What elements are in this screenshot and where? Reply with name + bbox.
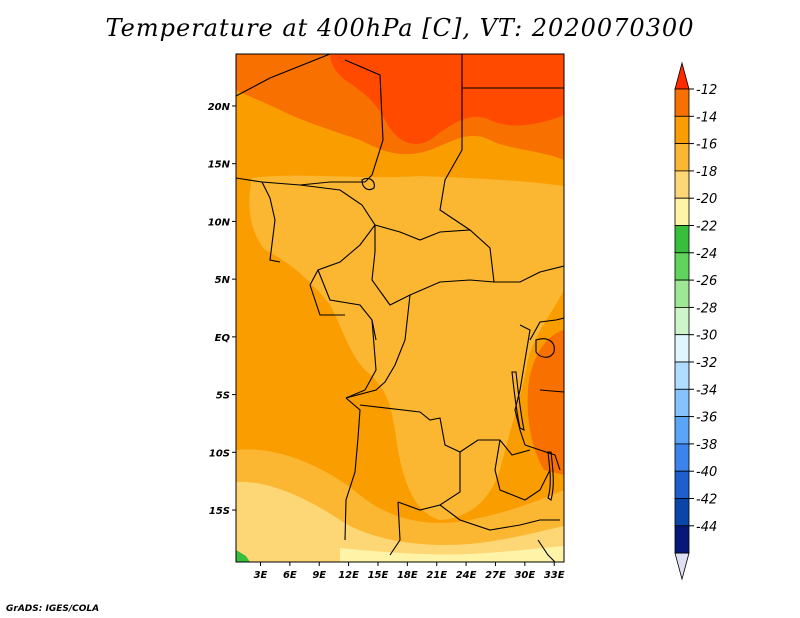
colorbar-label: -32: [696, 356, 717, 371]
colorbar-label: -22: [696, 220, 717, 235]
colorbar-segment: [674, 143, 690, 172]
lon-tick-label: 21E: [426, 570, 447, 581]
map-title: Temperature at 400hPa [C], VT: 202007030…: [105, 14, 695, 42]
lat-tick-label: 5S: [216, 391, 230, 402]
colorbar-label: -30: [696, 329, 717, 344]
colorbar-segment: [674, 170, 690, 199]
temperature-field: [236, 54, 564, 562]
colorbar-label: -20: [696, 192, 717, 207]
colorbar-label: -36: [696, 411, 717, 426]
colorbar-label: -40: [696, 465, 717, 480]
lon-tick-label: 27E: [485, 570, 506, 581]
colorbar-segment: [674, 88, 690, 117]
lon-tick-label: 15E: [368, 570, 389, 581]
band-20-22-south: [340, 546, 564, 562]
colorbar-label: -24: [696, 247, 717, 262]
lon-tick-label: 9E: [312, 570, 326, 581]
lat-tick-label: 5N: [215, 275, 231, 286]
lat-tick-label: 10S: [209, 448, 230, 459]
band-22-24-corner: [236, 550, 250, 562]
lon-tick-label: 3E: [254, 570, 268, 581]
colorbar-label: -16: [696, 138, 717, 153]
band-18-20-south: [236, 481, 564, 562]
lon-tick-label: 18E: [397, 570, 418, 581]
colorbar-segment: [674, 443, 690, 472]
country-borders: [236, 54, 564, 562]
lakes: [361, 177, 555, 501]
colorbar-label: -14: [696, 110, 717, 125]
colorbar-segment: [674, 225, 690, 254]
band-16-18-interior: [249, 175, 564, 521]
colorbar-segment: [674, 525, 690, 554]
colorbar-segment: [674, 252, 690, 281]
colorbar-segment: [674, 306, 690, 336]
lake-malawi: [547, 451, 554, 501]
band-above-12-north: [330, 54, 564, 144]
colorbar-label: -34: [696, 383, 717, 398]
colorbar-label: -44: [696, 520, 717, 535]
colorbar-segment: [674, 361, 690, 390]
latitude-axis: 20N 15N 10N 5N EQ 5S 10S 15S: [208, 102, 236, 517]
lon-tick-label: 6E: [283, 570, 297, 581]
colorbar-label: -38: [696, 438, 717, 453]
colorbar-segment: [674, 334, 690, 363]
lon-tick-label: 12E: [338, 570, 359, 581]
lat-tick-label: EQ: [215, 333, 231, 344]
colorbar-label: -26: [696, 274, 717, 289]
colorbar-segment: [674, 416, 690, 445]
colorbar-label: -18: [696, 165, 717, 180]
colorbar-label: -12: [696, 83, 717, 98]
colorbar-label: -28: [696, 301, 717, 316]
lon-tick-label: 33E: [544, 570, 565, 581]
colorbar-top-arrow: [674, 61, 690, 90]
lat-tick-label: 20N: [208, 102, 231, 113]
lat-tick-label: 10N: [208, 217, 231, 228]
lon-tick-label: 30E: [514, 570, 535, 581]
colorbar-segment: [674, 279, 690, 308]
colorbar-segment: [674, 388, 690, 417]
lake-chad: [361, 177, 375, 191]
band-12-14-east: [527, 330, 564, 475]
map-frame: [235, 53, 565, 563]
colorbar-segment: [674, 498, 690, 527]
grads-credit: GrADS: IGES/COLA: [6, 604, 100, 614]
lake-tanganyika: [511, 371, 525, 431]
colorbar-label: -42: [696, 493, 717, 508]
longitude-axis: 3E 6E 9E 12E 15E 18E 21E 24E 27E 30E 33E: [254, 562, 565, 581]
colorbar-segment: [674, 115, 690, 145]
lake-victoria: [535, 338, 555, 358]
colorbar-segment: [674, 197, 690, 226]
lat-tick-label: 15S: [209, 506, 230, 517]
colorbar: -12 -14 -16 -18 -20 -22 -24 -26 -28 -30 -32 -34 -36 -…: [674, 61, 717, 581]
colorbar-bottom-arrow: [674, 552, 690, 581]
lat-tick-label: 15N: [208, 160, 231, 171]
colorbar-segment: [674, 470, 690, 499]
lon-tick-label: 24E: [456, 570, 477, 581]
